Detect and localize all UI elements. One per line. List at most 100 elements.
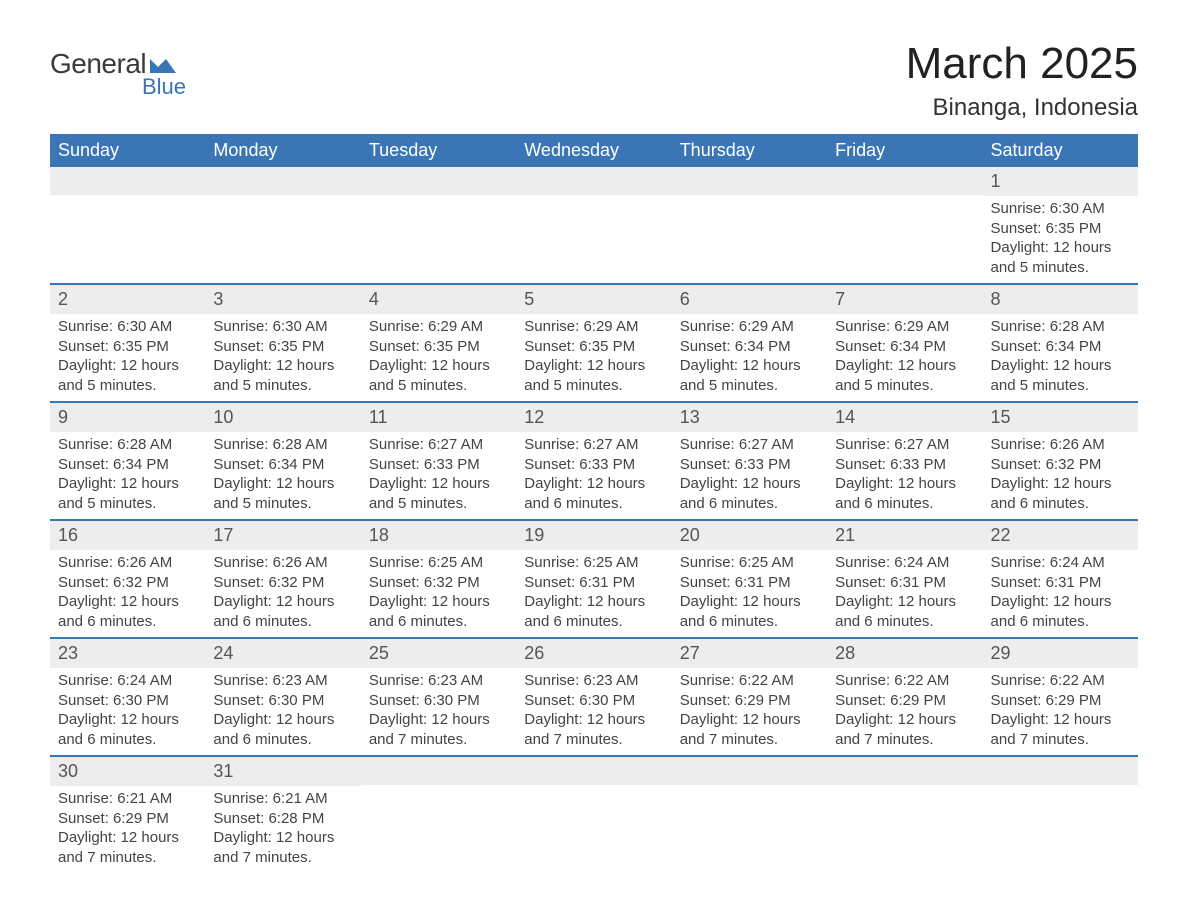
sunset-text: Sunset: 6:32 PM bbox=[991, 455, 1130, 475]
day-number bbox=[983, 757, 1138, 785]
calendar-cell: 16Sunrise: 6:26 AMSunset: 6:32 PMDayligh… bbox=[50, 520, 205, 638]
day-body: Sunrise: 6:30 AMSunset: 6:35 PMDaylight:… bbox=[50, 314, 205, 401]
sunrise-text: Sunrise: 6:28 AM bbox=[58, 435, 197, 455]
daylight-text: Daylight: 12 hours and 5 minutes. bbox=[524, 356, 663, 395]
sunrise-text: Sunrise: 6:23 AM bbox=[213, 671, 352, 691]
calendar-cell: 5Sunrise: 6:29 AMSunset: 6:35 PMDaylight… bbox=[516, 284, 671, 402]
sunset-text: Sunset: 6:31 PM bbox=[524, 573, 663, 593]
sunset-text: Sunset: 6:29 PM bbox=[835, 691, 974, 711]
day-body: Sunrise: 6:25 AMSunset: 6:31 PMDaylight:… bbox=[672, 550, 827, 637]
sunset-text: Sunset: 6:35 PM bbox=[991, 219, 1130, 239]
calendar-cell bbox=[672, 756, 827, 873]
day-number bbox=[672, 757, 827, 785]
day-number: 5 bbox=[516, 285, 671, 314]
sunset-text: Sunset: 6:33 PM bbox=[369, 455, 508, 475]
daylight-text: Daylight: 12 hours and 7 minutes. bbox=[213, 828, 352, 867]
calendar-week-row: 23Sunrise: 6:24 AMSunset: 6:30 PMDayligh… bbox=[50, 638, 1138, 756]
daylight-text: Daylight: 12 hours and 6 minutes. bbox=[680, 474, 819, 513]
daylight-text: Daylight: 12 hours and 6 minutes. bbox=[835, 474, 974, 513]
day-body: Sunrise: 6:25 AMSunset: 6:32 PMDaylight:… bbox=[361, 550, 516, 637]
day-number: 29 bbox=[983, 639, 1138, 668]
logo-text-general: General bbox=[50, 48, 146, 80]
calendar-cell bbox=[827, 756, 982, 873]
day-body: Sunrise: 6:25 AMSunset: 6:31 PMDaylight:… bbox=[516, 550, 671, 637]
sunset-text: Sunset: 6:34 PM bbox=[58, 455, 197, 475]
day-number: 15 bbox=[983, 403, 1138, 432]
day-number: 27 bbox=[672, 639, 827, 668]
day-number: 25 bbox=[361, 639, 516, 668]
day-body: Sunrise: 6:23 AMSunset: 6:30 PMDaylight:… bbox=[361, 668, 516, 755]
sunrise-text: Sunrise: 6:28 AM bbox=[991, 317, 1130, 337]
calendar-cell: 24Sunrise: 6:23 AMSunset: 6:30 PMDayligh… bbox=[205, 638, 360, 756]
day-number: 23 bbox=[50, 639, 205, 668]
title-block: March 2025 Binanga, Indonesia bbox=[906, 40, 1138, 122]
page-header: General Blue March 2025 Binanga, Indones… bbox=[50, 40, 1138, 122]
sunrise-text: Sunrise: 6:26 AM bbox=[991, 435, 1130, 455]
calendar-cell: 7Sunrise: 6:29 AMSunset: 6:34 PMDaylight… bbox=[827, 284, 982, 402]
sunset-text: Sunset: 6:32 PM bbox=[213, 573, 352, 593]
sunset-text: Sunset: 6:33 PM bbox=[524, 455, 663, 475]
day-number bbox=[516, 757, 671, 785]
day-body: Sunrise: 6:22 AMSunset: 6:29 PMDaylight:… bbox=[672, 668, 827, 755]
sunrise-text: Sunrise: 6:27 AM bbox=[369, 435, 508, 455]
sunset-text: Sunset: 6:35 PM bbox=[213, 337, 352, 357]
day-body bbox=[983, 785, 1138, 794]
day-body: Sunrise: 6:22 AMSunset: 6:29 PMDaylight:… bbox=[983, 668, 1138, 755]
day-header: Saturday bbox=[983, 134, 1138, 167]
calendar-week-row: 2Sunrise: 6:30 AMSunset: 6:35 PMDaylight… bbox=[50, 284, 1138, 402]
calendar-cell: 15Sunrise: 6:26 AMSunset: 6:32 PMDayligh… bbox=[983, 402, 1138, 520]
day-number: 9 bbox=[50, 403, 205, 432]
daylight-text: Daylight: 12 hours and 5 minutes. bbox=[58, 356, 197, 395]
daylight-text: Daylight: 12 hours and 6 minutes. bbox=[58, 710, 197, 749]
sunset-text: Sunset: 6:33 PM bbox=[835, 455, 974, 475]
day-number bbox=[827, 757, 982, 785]
daylight-text: Daylight: 12 hours and 6 minutes. bbox=[680, 592, 819, 631]
daylight-text: Daylight: 12 hours and 5 minutes. bbox=[991, 238, 1130, 277]
daylight-text: Daylight: 12 hours and 6 minutes. bbox=[524, 592, 663, 631]
day-number: 30 bbox=[50, 757, 205, 786]
day-number: 19 bbox=[516, 521, 671, 550]
sunrise-text: Sunrise: 6:25 AM bbox=[369, 553, 508, 573]
daylight-text: Daylight: 12 hours and 6 minutes. bbox=[369, 592, 508, 631]
daylight-text: Daylight: 12 hours and 6 minutes. bbox=[58, 592, 197, 631]
sunrise-text: Sunrise: 6:22 AM bbox=[680, 671, 819, 691]
sunrise-text: Sunrise: 6:23 AM bbox=[369, 671, 508, 691]
calendar-week-row: 30Sunrise: 6:21 AMSunset: 6:29 PMDayligh… bbox=[50, 756, 1138, 873]
day-body bbox=[827, 195, 982, 204]
daylight-text: Daylight: 12 hours and 7 minutes. bbox=[680, 710, 819, 749]
calendar-cell: 1Sunrise: 6:30 AMSunset: 6:35 PMDaylight… bbox=[983, 167, 1138, 284]
day-number bbox=[827, 167, 982, 195]
sunset-text: Sunset: 6:31 PM bbox=[991, 573, 1130, 593]
calendar-cell: 23Sunrise: 6:24 AMSunset: 6:30 PMDayligh… bbox=[50, 638, 205, 756]
day-body bbox=[516, 785, 671, 794]
day-number bbox=[361, 167, 516, 195]
calendar-body: 1Sunrise: 6:30 AMSunset: 6:35 PMDaylight… bbox=[50, 167, 1138, 873]
sunrise-text: Sunrise: 6:27 AM bbox=[835, 435, 974, 455]
calendar-cell: 19Sunrise: 6:25 AMSunset: 6:31 PMDayligh… bbox=[516, 520, 671, 638]
day-body: Sunrise: 6:28 AMSunset: 6:34 PMDaylight:… bbox=[983, 314, 1138, 401]
day-number: 10 bbox=[205, 403, 360, 432]
daylight-text: Daylight: 12 hours and 6 minutes. bbox=[835, 592, 974, 631]
day-body: Sunrise: 6:29 AMSunset: 6:35 PMDaylight:… bbox=[516, 314, 671, 401]
day-body bbox=[361, 195, 516, 204]
calendar-cell: 9Sunrise: 6:28 AMSunset: 6:34 PMDaylight… bbox=[50, 402, 205, 520]
calendar-cell: 17Sunrise: 6:26 AMSunset: 6:32 PMDayligh… bbox=[205, 520, 360, 638]
day-body bbox=[205, 195, 360, 204]
day-number: 17 bbox=[205, 521, 360, 550]
day-body: Sunrise: 6:27 AMSunset: 6:33 PMDaylight:… bbox=[827, 432, 982, 519]
sunrise-text: Sunrise: 6:27 AM bbox=[524, 435, 663, 455]
daylight-text: Daylight: 12 hours and 7 minutes. bbox=[58, 828, 197, 867]
daylight-text: Daylight: 12 hours and 6 minutes. bbox=[524, 474, 663, 513]
day-body: Sunrise: 6:28 AMSunset: 6:34 PMDaylight:… bbox=[50, 432, 205, 519]
calendar-cell: 8Sunrise: 6:28 AMSunset: 6:34 PMDaylight… bbox=[983, 284, 1138, 402]
month-title: March 2025 bbox=[906, 40, 1138, 88]
calendar-cell: 6Sunrise: 6:29 AMSunset: 6:34 PMDaylight… bbox=[672, 284, 827, 402]
sunrise-text: Sunrise: 6:22 AM bbox=[835, 671, 974, 691]
day-header: Tuesday bbox=[361, 134, 516, 167]
sunrise-text: Sunrise: 6:29 AM bbox=[680, 317, 819, 337]
sunrise-text: Sunrise: 6:24 AM bbox=[835, 553, 974, 573]
day-number: 4 bbox=[361, 285, 516, 314]
day-number: 20 bbox=[672, 521, 827, 550]
day-number: 14 bbox=[827, 403, 982, 432]
calendar-cell: 30Sunrise: 6:21 AMSunset: 6:29 PMDayligh… bbox=[50, 756, 205, 873]
